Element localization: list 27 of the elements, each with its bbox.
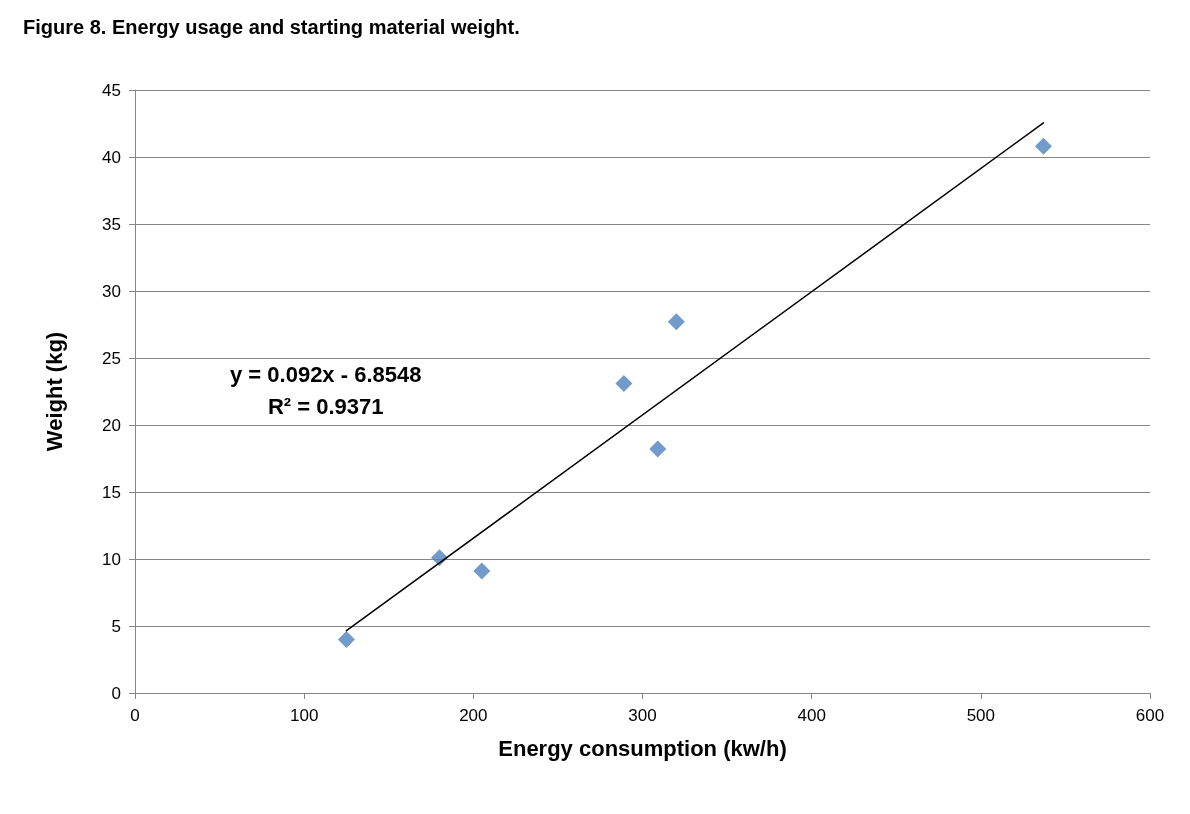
x-tick-label: 200 (459, 706, 488, 725)
x-tick-label: 100 (289, 706, 319, 725)
annotation: y = 0.092x - 6.8548 R² = 0.9371 (230, 361, 422, 419)
y-tick-label: 45 (102, 80, 121, 100)
point (1034, 137, 1052, 155)
point (667, 313, 685, 331)
y-tick-label: 5 (111, 616, 121, 636)
x-tick-label: 300 (628, 706, 657, 725)
point (615, 374, 633, 392)
y-tick-label: 0 (111, 683, 121, 703)
x-axis-title: Energy consumption (kw/h) (498, 735, 787, 761)
y-tick-label: 35 (102, 214, 121, 234)
chart-title: Figure 8. Energy usage and starting material weight. (23, 16, 520, 38)
y-tick-label: 20 (102, 415, 121, 435)
x-tick-label: 0 (130, 706, 140, 725)
x-tick-label: 500 (966, 706, 996, 725)
y-axis-title: Weight (kg) (41, 331, 67, 452)
y-tick-label: 15 (102, 482, 121, 502)
x-tick-label: 600 (1135, 706, 1165, 725)
point (649, 440, 667, 458)
y-tick-label: 30 (102, 281, 121, 301)
y-tick-label: 10 (102, 549, 121, 569)
y-tick-label: 40 (102, 147, 121, 167)
point (473, 562, 491, 580)
y-tick-label: 25 (102, 348, 121, 368)
x-tick-label: 400 (797, 706, 826, 725)
point (337, 630, 355, 648)
